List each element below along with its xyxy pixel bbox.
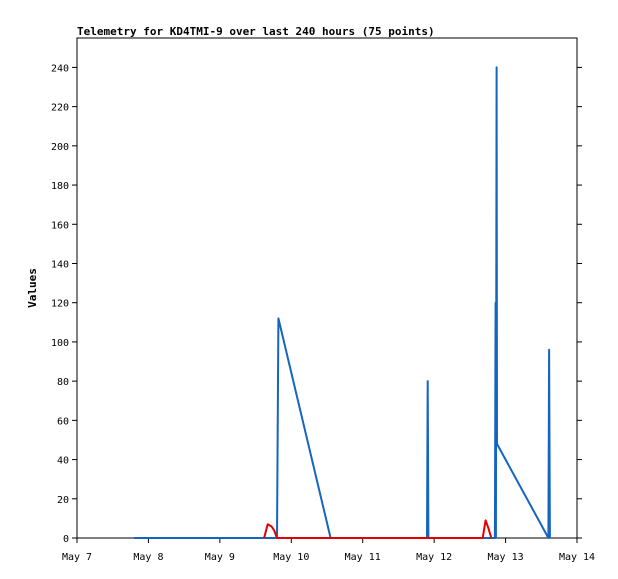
y-tick-label: 40: [57, 456, 69, 467]
y-axis-label: Values: [26, 268, 39, 308]
y-tick-label: 100: [51, 338, 69, 349]
y-tick-label: 20: [57, 495, 69, 506]
x-tick-label: May 10: [273, 552, 309, 563]
y-tick-label: 140: [51, 259, 69, 270]
y-tick-label: 0: [63, 534, 69, 545]
x-tick-label: May 13: [488, 552, 524, 563]
x-tick-label: May 8: [133, 552, 163, 563]
y-tick-label: 60: [57, 416, 69, 427]
y-axis: 0 20 40 60 80 100 120 140 160 180 200 220 240: [51, 63, 582, 545]
y-tick-label: 220: [51, 103, 69, 114]
chart-title: Telemetry for KD4TMI-9 over last 240 hou…: [77, 25, 435, 38]
x-tick-label: May 12: [416, 552, 452, 563]
x-axis: May 7 May 8 May 9 May 10 May 11 May 12 May 13 M…: [62, 538, 595, 563]
x-tick-label: May 7: [62, 552, 92, 563]
y-tick-label: 180: [51, 181, 69, 192]
x-tick-label: May 14: [559, 552, 595, 563]
plot-frame: [76, 37, 578, 539]
y-tick-label: 160: [51, 220, 69, 231]
y-tick-label: 200: [51, 142, 69, 153]
x-tick-label: May 11: [345, 552, 381, 563]
y-tick-label: 240: [51, 63, 69, 74]
y-tick-label: 80: [57, 377, 69, 388]
y-tick-label: 120: [51, 299, 69, 310]
series-line-2: [263, 519, 493, 539]
x-tick-label: May 9: [205, 552, 235, 563]
series-layer: [134, 66, 551, 539]
